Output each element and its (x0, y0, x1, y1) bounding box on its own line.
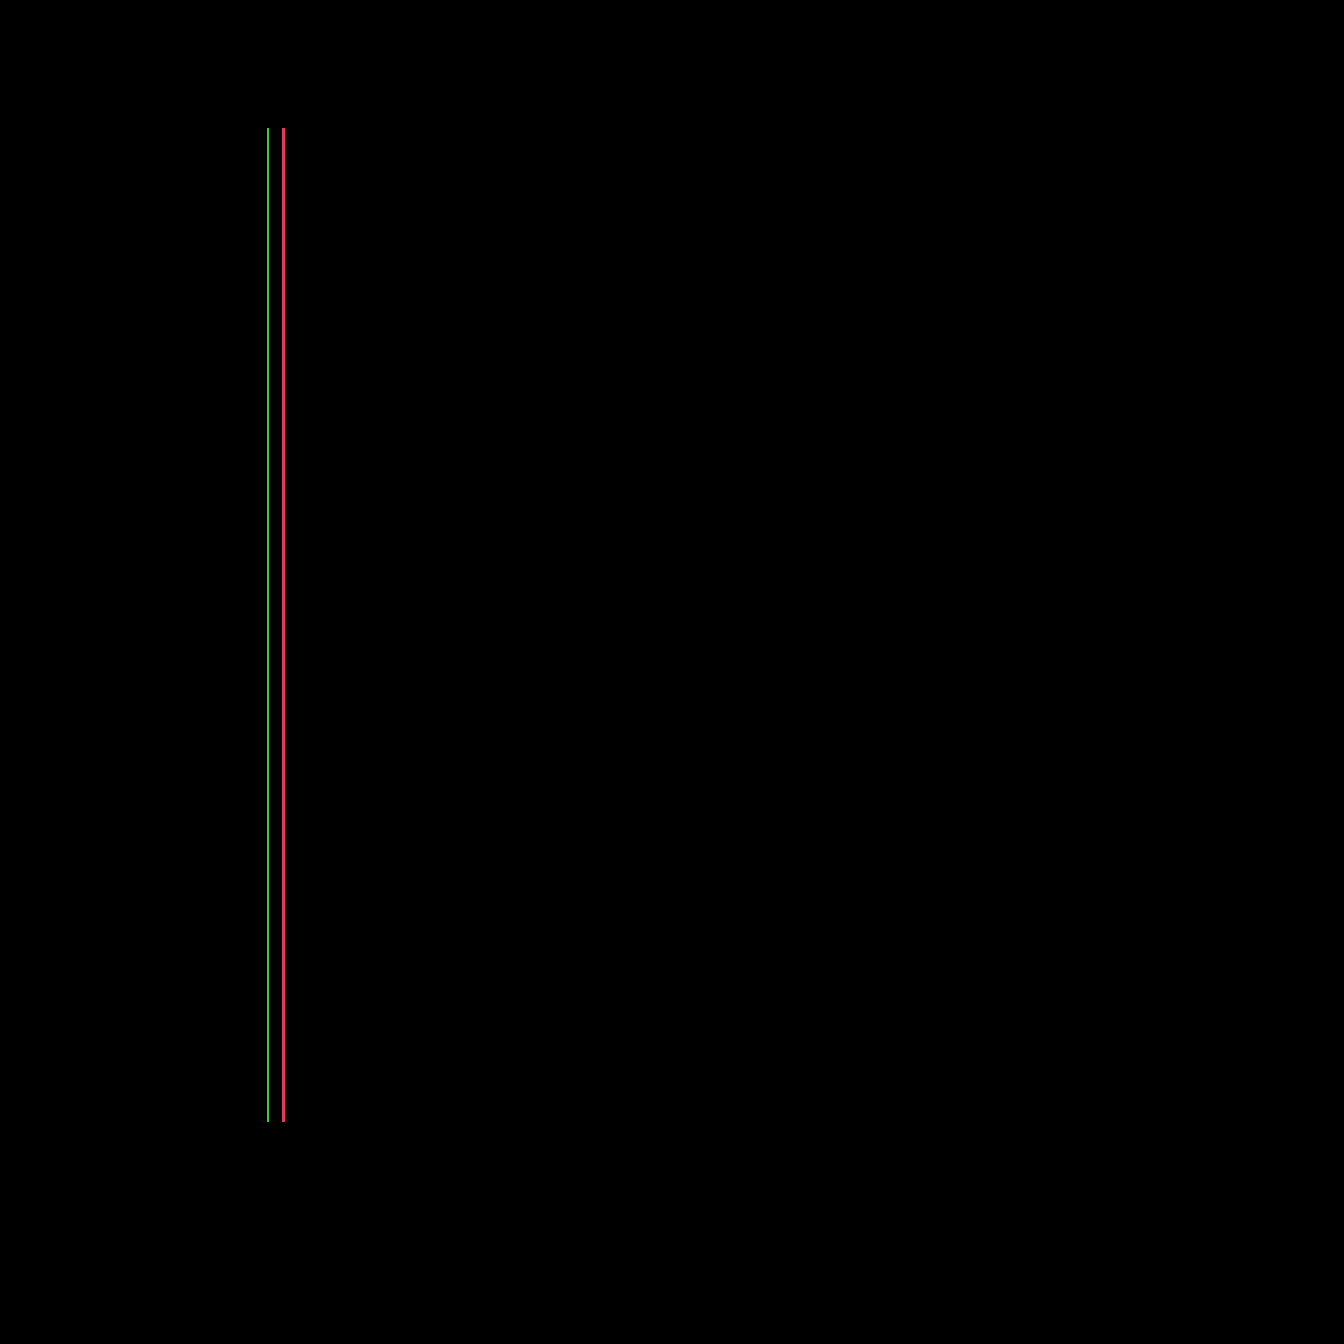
green-vertical-line (267, 128, 269, 1122)
red-vertical-line (282, 128, 285, 1122)
